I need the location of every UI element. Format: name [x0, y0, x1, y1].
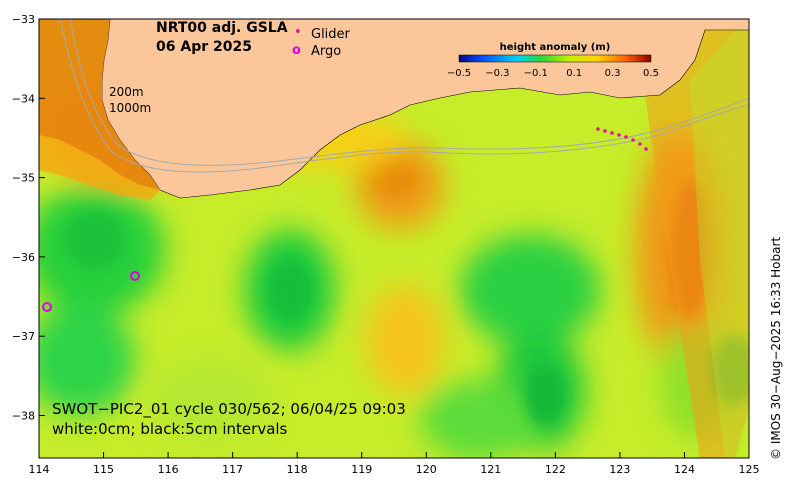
y-tick-label: −38 — [12, 410, 35, 423]
swot-info-line1: SWOT−PIC2_01 cycle 030/562; 06/04/25 09:… — [52, 400, 406, 419]
x-tick-label: 114 — [29, 463, 50, 476]
argo-float-marker — [130, 271, 140, 281]
colorbar-tick-label: 0.3 — [605, 68, 621, 79]
map-title-line1: NRT00 adj. GSLA — [156, 20, 288, 36]
swot-swath — [640, 20, 749, 458]
x-tick-label: 121 — [480, 463, 501, 476]
colorbar-tick-label: 0.1 — [566, 68, 582, 79]
x-tick-label: 125 — [739, 463, 760, 476]
colorbar-tick-label: −0.3 — [485, 68, 509, 79]
glider-marker: • — [294, 25, 302, 40]
shelf-band — [39, 19, 160, 200]
y-tick-label: −34 — [12, 92, 35, 105]
argo-legend-label: Argo — [311, 44, 341, 59]
x-tick-label: 115 — [93, 463, 114, 476]
map-title-line2: 06 Apr 2025 — [156, 39, 252, 55]
swot-info-line2: white:0cm; black:5cm intervals — [52, 420, 288, 438]
x-tick-label: 119 — [351, 463, 372, 476]
argo-floats — [42, 271, 140, 312]
glider-track — [596, 127, 648, 151]
x-tick-label: 117 — [222, 463, 243, 476]
y-tick-label: −36 — [12, 251, 35, 264]
credit-text: © IMOS 30−Aug−2025 16:33 Hobart — [769, 237, 783, 460]
x-tick-label: 118 — [287, 463, 308, 476]
y-tick-label: −35 — [12, 172, 35, 185]
colorbar-tick-label: −0.5 — [447, 68, 471, 79]
colorbar-tick-label: 0.5 — [643, 68, 659, 79]
y-tick-label: −33 — [12, 13, 35, 26]
y-axis: −33 −34 −35 −36 −37 −38 — [12, 13, 45, 423]
y-tick-label: −37 — [12, 330, 35, 343]
x-tick-label: 124 — [674, 463, 695, 476]
colorbar: height anomaly (m) −0.5 −0.3 −0.1 0.1 0.3 0.5 — [447, 42, 659, 79]
x-tick-label: 116 — [158, 463, 179, 476]
x-tick-label: 120 — [416, 463, 437, 476]
x-axis: 114 115 116 117 118 119 120 121 122 123 124 125 — [29, 452, 760, 476]
argo-float-marker — [42, 302, 52, 312]
isobath-lines — [59, 19, 749, 173]
argo-marker: o — [292, 43, 301, 58]
isobath-1000m-label: 1000m — [109, 101, 151, 115]
x-tick-label: 122 — [545, 463, 566, 476]
x-tick-label: 123 — [609, 463, 630, 476]
plot-frame — [38, 18, 750, 459]
glider-legend-label: Glider — [311, 27, 351, 42]
colorbar-title: height anomaly (m) — [500, 42, 611, 53]
isobath-200m-label: 200m — [109, 85, 144, 99]
land-mass — [101, 19, 749, 199]
colorbar-tick-label: −0.1 — [524, 68, 548, 79]
colorbar-gradient — [458, 54, 652, 63]
